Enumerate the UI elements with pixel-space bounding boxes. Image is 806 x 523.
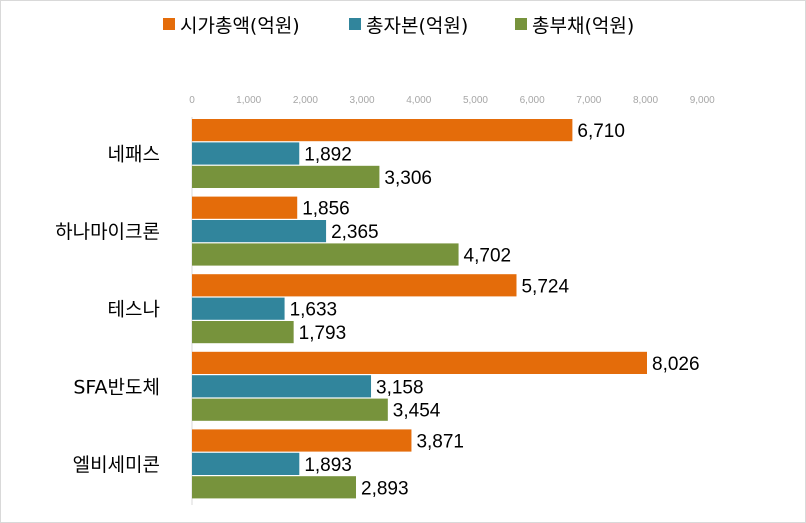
- value-label-0-0: 6,710: [577, 121, 625, 142]
- legend-label-1: 총자본(억원): [366, 15, 468, 37]
- x-tick-label-3: 3,000: [350, 95, 375, 106]
- value-label-2-0: 5,724: [521, 276, 569, 297]
- category-label-1: 하나마이크론: [55, 221, 160, 243]
- value-label-4-2: 2,893: [361, 478, 409, 499]
- x-tick-label-8: 8,000: [633, 95, 658, 106]
- bar-2-1: [192, 297, 285, 320]
- value-label-1-1: 2,365: [331, 222, 379, 243]
- legend-swatch-2: [515, 18, 527, 30]
- bar-3-0: [192, 351, 647, 374]
- legend-label-0: 시가총액(억원): [180, 15, 300, 37]
- bar-0-0: [192, 119, 573, 142]
- value-label-4-0: 3,871: [416, 432, 464, 453]
- bar-0-2: [192, 165, 380, 188]
- legend: 시가총액(억원) 총자본(억원) 총부채(억원): [163, 15, 634, 37]
- value-label-0-1: 1,892: [304, 145, 352, 166]
- value-label-3-0: 8,026: [652, 354, 700, 375]
- bar-1-1: [192, 220, 327, 243]
- bar-2-2: [192, 321, 294, 344]
- category-label-4: 엘비세미콘: [73, 454, 160, 476]
- x-tick-label-1: 1,000: [236, 95, 261, 106]
- value-label-4-1: 1,893: [304, 455, 352, 476]
- value-label-0-2: 3,306: [384, 168, 432, 189]
- value-label-2-1: 1,633: [290, 300, 338, 321]
- value-label-3-2: 3,454: [393, 401, 441, 422]
- category-label-3: SFA반도체: [73, 376, 160, 398]
- bar-3-2: [192, 398, 388, 421]
- x-tick-label-9: 9,000: [690, 95, 715, 106]
- x-tick-label-7: 7,000: [576, 95, 601, 106]
- bar-1-2: [192, 243, 459, 266]
- bar-2-0: [192, 274, 517, 297]
- category-label-2: 테스나: [108, 299, 160, 321]
- bar-4-2: [192, 476, 357, 499]
- x-tick-label-5: 5,000: [463, 95, 488, 106]
- bar-3-1: [192, 375, 372, 398]
- x-tick-label-4: 4,000: [406, 95, 431, 106]
- bar-1-0: [192, 196, 298, 219]
- value-label-2-2: 1,793: [299, 323, 347, 344]
- value-label-1-0: 1,856: [302, 199, 350, 220]
- value-label-1-2: 4,702: [464, 246, 512, 267]
- x-tick-label-0: 0: [189, 95, 195, 106]
- x-tick-label-6: 6,000: [520, 95, 545, 106]
- legend-swatch-1: [349, 18, 361, 30]
- x-axis-ticks: 0 1,000 2,000 3,000 4,000 5,000 6,000 7,000 8,00…: [189, 95, 715, 106]
- category-label-0: 네패스: [108, 144, 160, 166]
- legend-label-2: 총부채(억원): [532, 15, 634, 37]
- bars: [192, 119, 647, 499]
- bar-4-1: [192, 452, 300, 475]
- value-label-3-1: 3,158: [376, 377, 424, 398]
- legend-swatch-0: [163, 18, 175, 30]
- bar-0-1: [192, 142, 300, 165]
- bar-4-0: [192, 429, 412, 452]
- x-tick-label-2: 2,000: [293, 95, 318, 106]
